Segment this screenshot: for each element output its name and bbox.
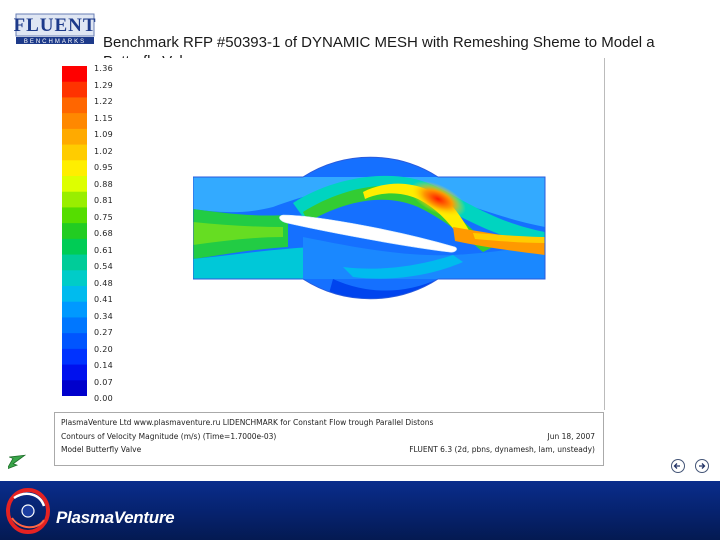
colorbar-swatch bbox=[62, 270, 87, 287]
colorbar-tick-label: 1.09 bbox=[94, 130, 114, 139]
figure-caption: PlasmaVenture Ltd www.plasmaventure.ru L… bbox=[54, 412, 604, 466]
colorbar-tick-label: 0.27 bbox=[94, 328, 114, 337]
colorbar-tick-label: 1.22 bbox=[94, 97, 114, 106]
caption-line2: Contours of Velocity Magnitude (m/s) (Ti… bbox=[61, 432, 277, 441]
colorbar-tick-label: 0.54 bbox=[94, 262, 114, 271]
colorbar-tick-label: 0.00 bbox=[94, 394, 114, 403]
caption-line3: Model Butterfly Valve bbox=[61, 445, 142, 454]
colorbar-tick-label: 0.41 bbox=[94, 295, 114, 304]
colorbar-swatch bbox=[62, 380, 87, 396]
footer-bar bbox=[0, 481, 720, 540]
colorbar-tick-label: 0.88 bbox=[94, 179, 114, 189]
colorbar-tick-label: 1.15 bbox=[94, 113, 114, 123]
colorbar-tick-label: 0.81 bbox=[94, 196, 114, 205]
colorbar-swatch bbox=[62, 66, 87, 83]
colorbar-swatch bbox=[62, 128, 87, 146]
colorbar-tick-label: 0.95 bbox=[94, 163, 114, 172]
velocity-contour-plot bbox=[193, 156, 546, 300]
colorbar-tick-label: 1.29 bbox=[94, 80, 114, 90]
colorbar-tick-label: 0.68 bbox=[94, 229, 114, 238]
colorbar-swatch bbox=[62, 317, 87, 334]
next-slide-icon[interactable] bbox=[694, 458, 710, 474]
colorbar-swatch bbox=[62, 191, 87, 208]
colorbar-tick-label: 0.34 bbox=[94, 311, 114, 321]
colorbar-tick-label: 0.20 bbox=[94, 344, 114, 354]
colorbar-swatch bbox=[62, 254, 87, 271]
logo-subtext: BENCHMARKS bbox=[24, 39, 86, 45]
back-arrow-icon[interactable] bbox=[6, 451, 27, 473]
caption-date: Jun 18, 2007 bbox=[547, 432, 595, 441]
colorbar-tick-label: 1.36 bbox=[94, 64, 114, 73]
colorbar-tick-label: 0.07 bbox=[94, 377, 114, 387]
slide-title: Benchmark RFP #50393-1 of DYNAMIC MESH w… bbox=[103, 34, 655, 51]
colorbar-tick-label: 0.75 bbox=[94, 212, 114, 222]
colorbar-swatch bbox=[62, 333, 87, 350]
fluent-logo: FLUENT BENCHMARKS bbox=[13, 12, 96, 46]
colorbar-tick-label: 0.61 bbox=[94, 245, 114, 255]
colorbar bbox=[62, 66, 87, 396]
caption-line1: PlasmaVenture Ltd www.plasmaventure.ru L… bbox=[61, 418, 434, 427]
logo-text: FLUENT bbox=[14, 15, 96, 36]
colorbar-swatch bbox=[62, 348, 87, 366]
colorbar-tick-label: 0.48 bbox=[94, 278, 114, 288]
colorbar-swatch bbox=[62, 207, 87, 224]
colorbar-tick-label: 0.14 bbox=[94, 361, 114, 370]
previous-slide-icon[interactable] bbox=[670, 458, 686, 474]
colorbar-swatch bbox=[62, 223, 87, 240]
colorbar-swatch bbox=[62, 238, 87, 256]
colorbar-swatch bbox=[62, 81, 87, 98]
colorbar-swatch bbox=[62, 113, 87, 130]
colorbar-swatch bbox=[62, 144, 87, 161]
colorbar-swatch bbox=[62, 97, 87, 114]
colorbar-swatch bbox=[62, 364, 87, 381]
colorbar-swatch bbox=[62, 301, 87, 318]
colorbar-swatch bbox=[62, 286, 87, 303]
plasmaventure-logo-icon bbox=[4, 484, 52, 536]
footer-brand-name: PlasmaVenture bbox=[56, 508, 175, 527]
caption-solver: FLUENT 6.3 (2d, pbns, dynamesh, lam, uns… bbox=[409, 445, 595, 454]
slide-title-continued: Butterfly Valve bbox=[103, 52, 199, 59]
colorbar-swatch bbox=[62, 176, 87, 193]
colorbar-tick-label: 1.02 bbox=[94, 146, 114, 156]
colorbar-swatch bbox=[62, 160, 87, 177]
